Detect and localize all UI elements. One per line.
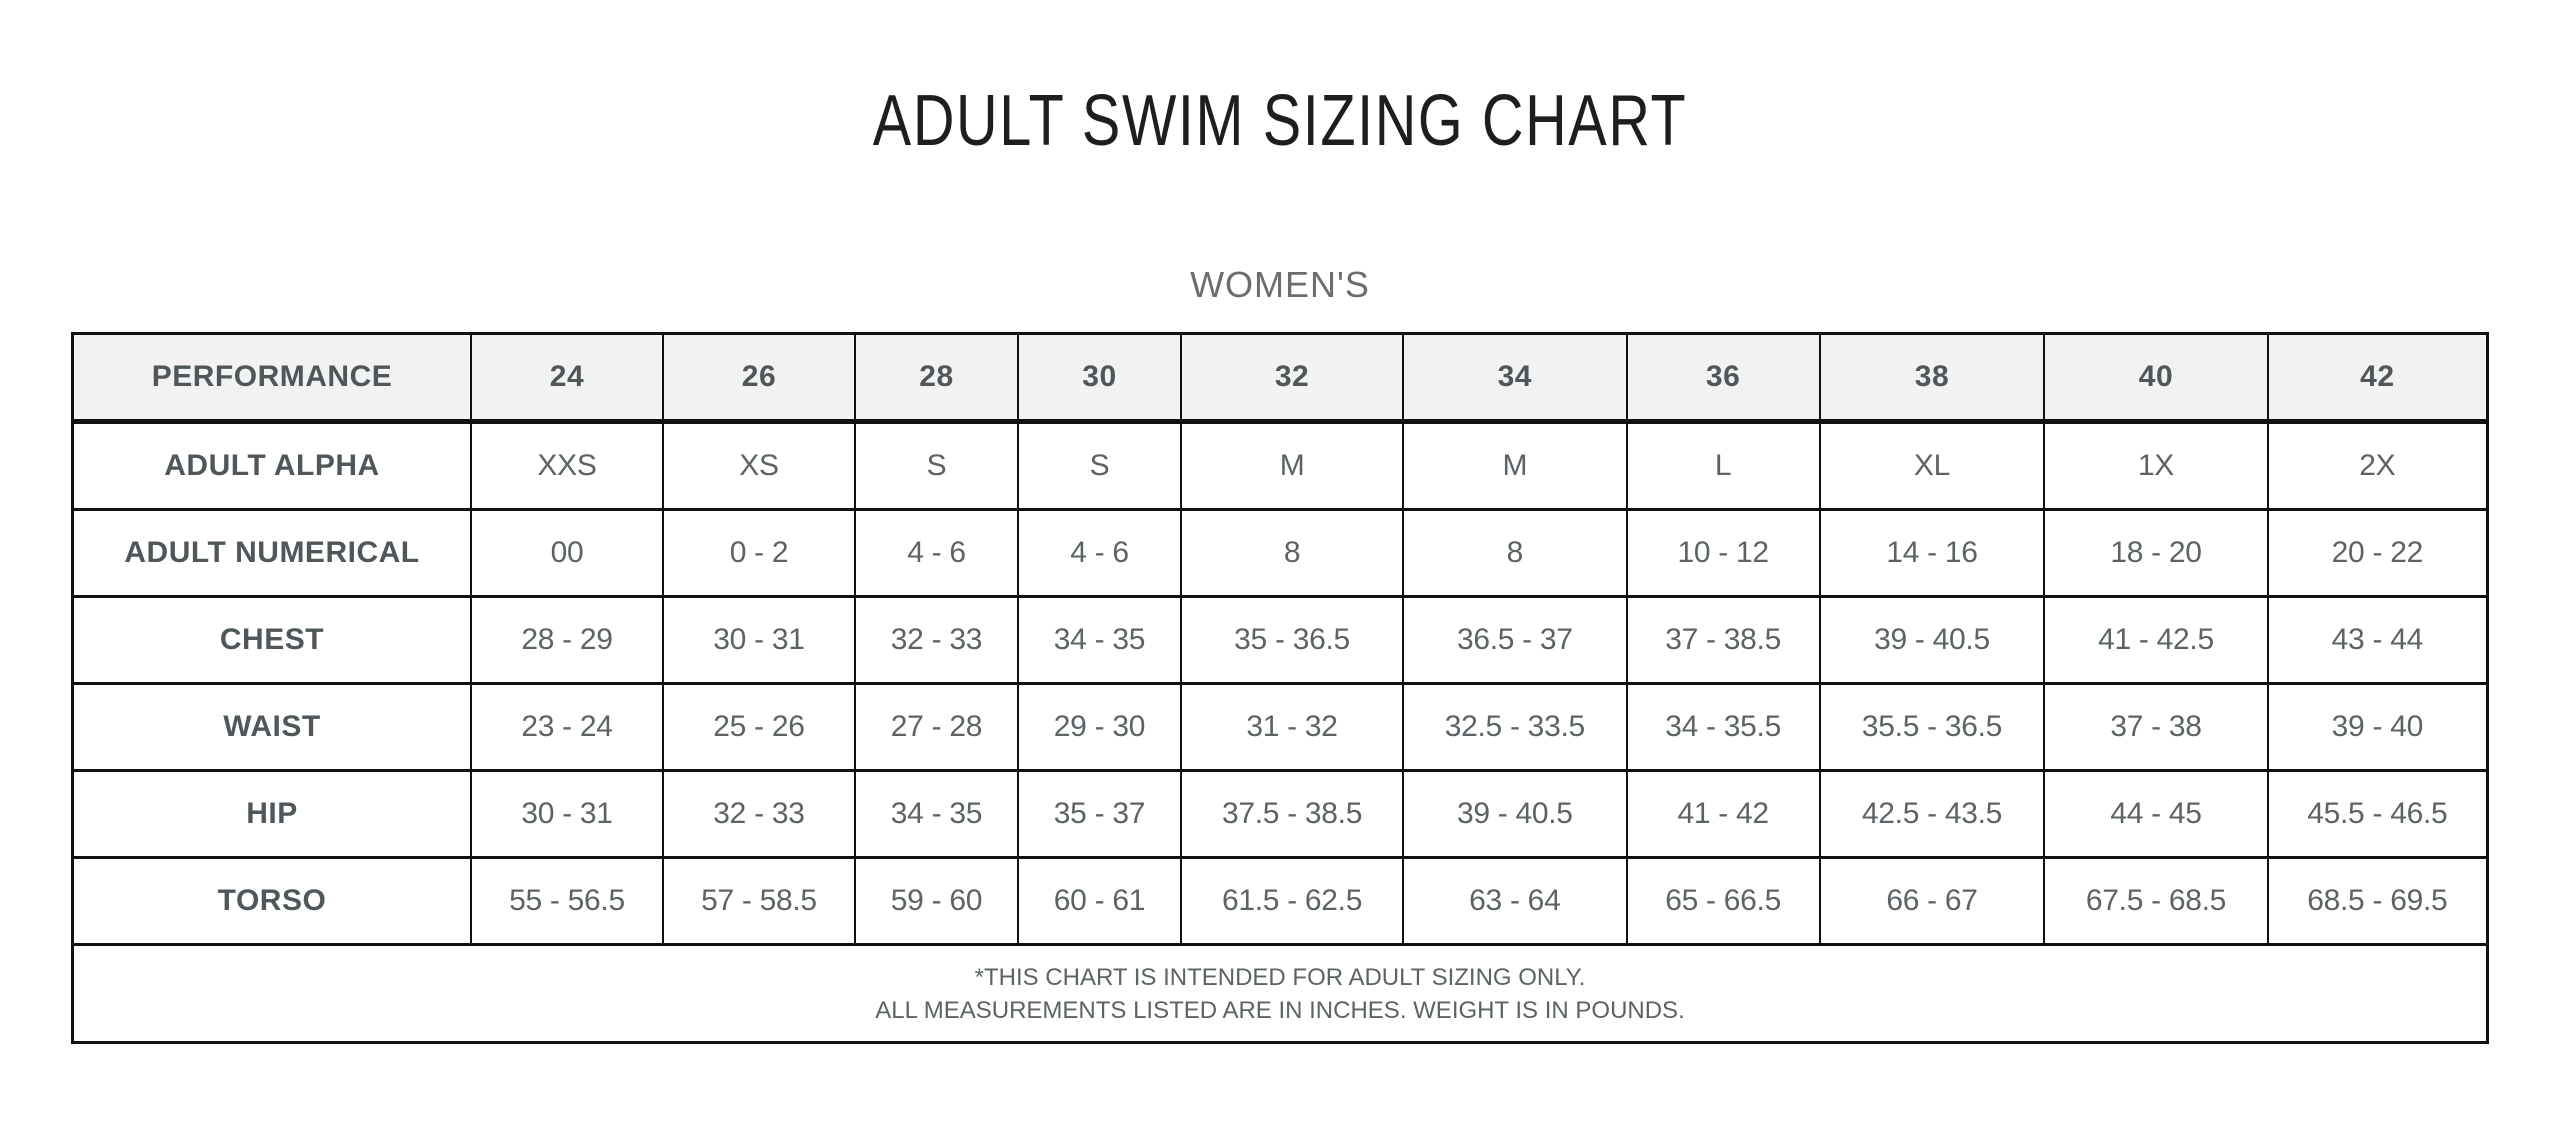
size-value-cell: M [1402, 421, 1628, 510]
header-row: PERFORMANCE 24 26 28 30 32 34 36 38 40 4… [71, 333, 2489, 424]
row-label-torso: TORSO [71, 857, 472, 945]
size-value-cell: 41 - 42.5 [2043, 596, 2269, 684]
size-value-cell: XXS [469, 421, 664, 510]
size-value-cell: 60 - 61 [1016, 857, 1182, 945]
size-value-cell: 42.5 - 43.5 [1818, 770, 2046, 858]
size-value-cell: 39 - 40.5 [1402, 770, 1628, 858]
row-label-adult-alpha: ADULT ALPHA [71, 421, 472, 510]
size-value-cell: 66 - 67 [1818, 857, 2046, 945]
size-value-cell: 20 - 22 [2266, 509, 2489, 597]
size-column-header: 30 [1016, 333, 1182, 424]
size-value-cell: 44 - 45 [2043, 770, 2269, 858]
size-value-cell: 30 - 31 [661, 596, 856, 684]
size-column-header: 28 [853, 333, 1019, 424]
size-value-cell: 59 - 60 [853, 857, 1019, 945]
table-row-adult-alpha: ADULT ALPHA XXS XS S S M M L XL 1X 2X [71, 421, 2489, 510]
size-value-cell: 35 - 37 [1016, 770, 1182, 858]
size-value-cell: 68.5 - 69.5 [2266, 857, 2489, 945]
size-value-cell: XL [1818, 421, 2046, 510]
size-value-cell: 2X [2266, 421, 2489, 510]
page-title-text: ADULT SWIM SIZING CHART [872, 81, 1688, 161]
footnote-line-2: ALL MEASUREMENTS LISTED ARE IN INCHES. W… [875, 996, 1685, 1024]
size-column-header: 26 [661, 333, 856, 424]
size-value-cell: XS [661, 421, 856, 510]
size-value-cell: 4 - 6 [853, 509, 1019, 597]
size-value-cell: 37.5 - 38.5 [1179, 770, 1405, 858]
size-value-cell: 35.5 - 36.5 [1818, 683, 2046, 771]
size-value-cell: 41 - 42 [1625, 770, 1821, 858]
size-value-cell: 00 [469, 509, 664, 597]
size-column-header: 32 [1179, 333, 1405, 424]
size-value-cell: 31 - 32 [1179, 683, 1405, 771]
size-column-header: 24 [469, 333, 664, 424]
size-value-cell: 43 - 44 [2266, 596, 2489, 684]
row-label-adult-numerical: ADULT NUMERICAL [71, 509, 472, 597]
table-row-adult-numerical: ADULT NUMERICAL 00 0 - 2 4 - 6 4 - 6 8 8… [71, 509, 2489, 597]
size-value-cell: 32 - 33 [853, 596, 1019, 684]
size-value-cell: 35 - 36.5 [1179, 596, 1405, 684]
footnote-cell: *THIS CHART IS INTENDED FOR ADULT SIZING… [72, 943, 2488, 1043]
womens-sizing-table: PERFORMANCE 24 26 28 30 32 34 36 38 40 4… [71, 332, 2489, 1044]
size-value-cell: 4 - 6 [1016, 509, 1182, 597]
size-column-header: 38 [1818, 333, 2046, 424]
size-value-cell: 10 - 12 [1625, 509, 1821, 597]
size-value-cell: 27 - 28 [853, 683, 1019, 771]
size-value-cell: 63 - 64 [1402, 857, 1628, 945]
size-column-header: 36 [1625, 333, 1821, 424]
size-value-cell: S [1016, 421, 1182, 510]
row-label-waist: WAIST [71, 683, 472, 771]
size-value-cell: 32.5 - 33.5 [1402, 683, 1628, 771]
size-value-cell: 23 - 24 [469, 683, 664, 771]
size-value-cell: 14 - 16 [1818, 509, 2046, 597]
size-value-cell: 65 - 66.5 [1625, 857, 1821, 945]
size-value-cell: 0 - 2 [661, 509, 856, 597]
size-value-cell: 18 - 20 [2043, 509, 2269, 597]
row-label-chest: CHEST [71, 596, 472, 684]
size-value-cell: 36.5 - 37 [1402, 596, 1628, 684]
size-column-header: 34 [1402, 333, 1628, 424]
size-value-cell: S [853, 421, 1019, 510]
size-value-cell: 37 - 38 [2043, 683, 2269, 771]
size-value-cell: 61.5 - 62.5 [1179, 857, 1405, 945]
table-row-chest: CHEST 28 - 29 30 - 31 32 - 33 34 - 35 35… [71, 596, 2489, 684]
section-subtitle-womens: WOMEN'S [1190, 264, 1370, 305]
size-value-cell: 34 - 35 [1016, 596, 1182, 684]
size-value-cell: 8 [1402, 509, 1628, 597]
page-title: ADULT SWIM SIZING CHART [0, 0, 2560, 158]
size-value-cell: 32 - 33 [661, 770, 856, 858]
footnote-line-1: *THIS CHART IS INTENDED FOR ADULT SIZING… [974, 963, 1586, 991]
size-column-header: 40 [2043, 333, 2269, 424]
size-value-cell: 8 [1179, 509, 1405, 597]
size-value-cell: 39 - 40 [2266, 683, 2489, 771]
size-value-cell: 67.5 - 68.5 [2043, 857, 2269, 945]
size-value-cell: 45.5 - 46.5 [2266, 770, 2489, 858]
size-value-cell: 29 - 30 [1016, 683, 1182, 771]
table-row-torso: TORSO 55 - 56.5 57 - 58.5 59 - 60 60 - 6… [71, 857, 2489, 945]
size-value-cell: 39 - 40.5 [1818, 596, 2046, 684]
size-value-cell: L [1625, 421, 1821, 510]
size-value-cell: 55 - 56.5 [469, 857, 664, 945]
size-value-cell: 28 - 29 [469, 596, 664, 684]
size-value-cell: M [1179, 421, 1405, 510]
table-row-waist: WAIST 23 - 24 25 - 26 27 - 28 29 - 30 31… [71, 683, 2489, 771]
size-value-cell: 37 - 38.5 [1625, 596, 1821, 684]
size-value-cell: 57 - 58.5 [661, 857, 856, 945]
row-label-hip: HIP [71, 770, 472, 858]
table-row-hip: HIP 30 - 31 32 - 33 34 - 35 35 - 37 37.5… [71, 770, 2489, 858]
size-value-cell: 30 - 31 [469, 770, 664, 858]
size-column-header: 42 [2266, 333, 2489, 424]
header-cell-performance: PERFORMANCE [71, 333, 472, 424]
size-value-cell: 34 - 35.5 [1625, 683, 1821, 771]
size-value-cell: 25 - 26 [661, 683, 856, 771]
footnote-row: *THIS CHART IS INTENDED FOR ADULT SIZING… [72, 943, 2488, 1043]
size-value-cell: 34 - 35 [853, 770, 1019, 858]
size-value-cell: 1X [2043, 421, 2269, 510]
